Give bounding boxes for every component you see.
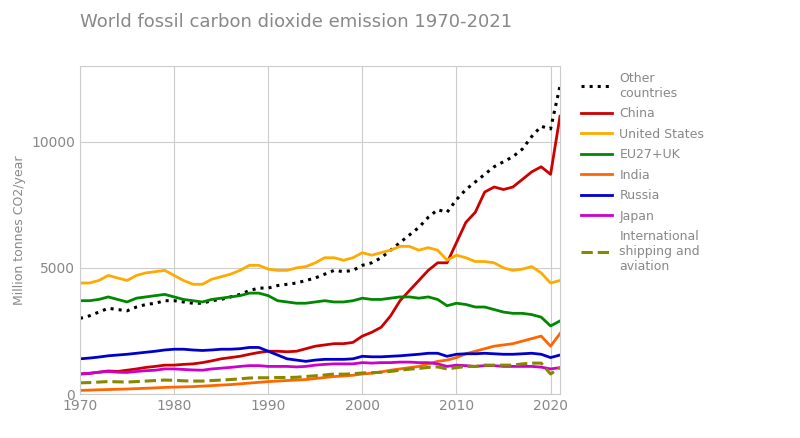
Legend: Other
countries, China, United States, EU27+UK, India, Russia, Japan, Internatio: Other countries, China, United States, E… bbox=[581, 72, 704, 273]
Y-axis label: Million tonnes CO2/year: Million tonnes CO2/year bbox=[13, 155, 26, 305]
Text: World fossil carbon dioxide emission 1970-2021: World fossil carbon dioxide emission 197… bbox=[80, 13, 512, 31]
